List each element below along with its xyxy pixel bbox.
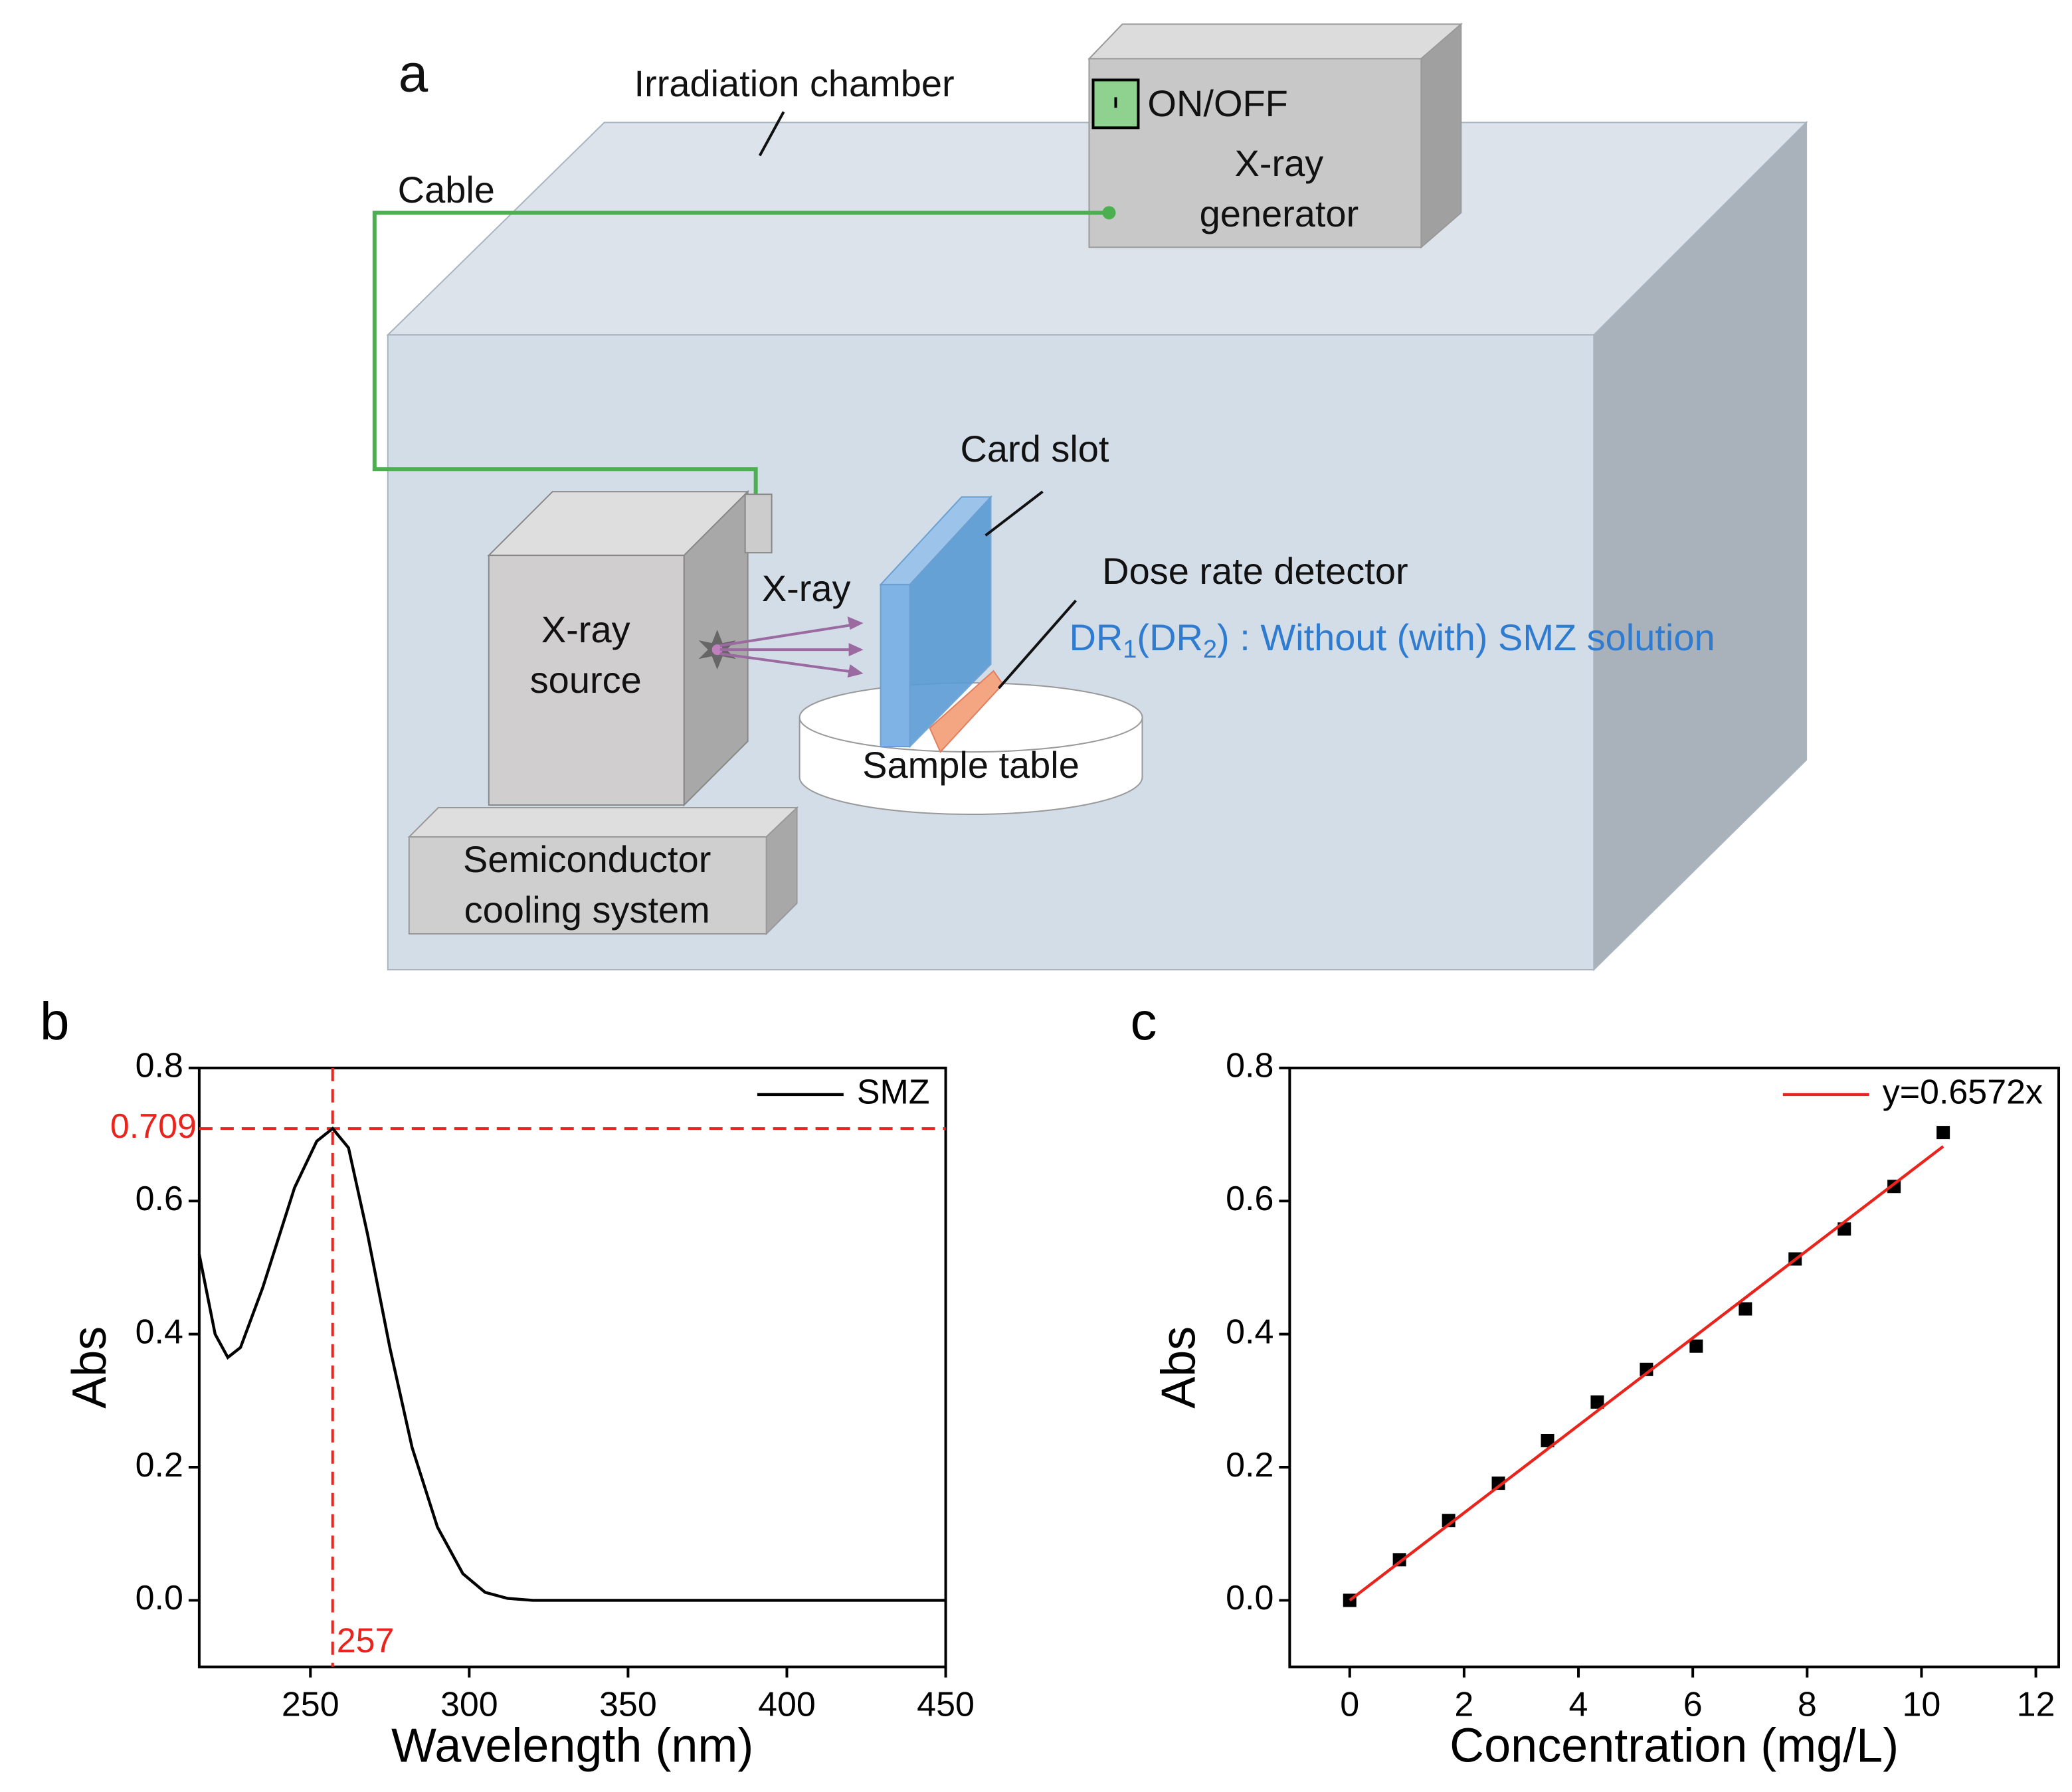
pointers bbox=[758, 111, 1077, 689]
text: DR bbox=[1069, 616, 1123, 658]
panel-label: c bbox=[1130, 992, 1157, 1051]
label: ON/OFF bbox=[1147, 82, 1287, 124]
x-tick-label: 6 bbox=[1683, 1685, 1703, 1724]
label: generator bbox=[1200, 193, 1359, 234]
plot-frame bbox=[197, 1066, 947, 1668]
data-point bbox=[1491, 1477, 1505, 1490]
data-point bbox=[1590, 1395, 1604, 1409]
x-tick-label: 10 bbox=[1903, 1685, 1941, 1724]
label: Cable bbox=[398, 169, 495, 211]
legend-label: y=0.6572x bbox=[1883, 1073, 2043, 1112]
y-tick-label: 0.0 bbox=[136, 1579, 183, 1617]
ref-label: 257 bbox=[337, 1621, 395, 1660]
x-tick-label: 350 bbox=[599, 1685, 657, 1724]
cable-end bbox=[1102, 206, 1116, 220]
x-tick-label: 2 bbox=[1454, 1685, 1473, 1724]
y-tick-label: 0.2 bbox=[136, 1446, 183, 1484]
generator-top bbox=[1087, 23, 1463, 60]
label: Semiconductor bbox=[463, 838, 711, 880]
generator-front bbox=[1088, 58, 1422, 248]
data-point bbox=[1739, 1302, 1752, 1316]
x-axis-title: Concentration (mg/L) bbox=[1450, 1720, 1899, 1773]
panel-label: a bbox=[399, 44, 428, 103]
x-tick-label: 4 bbox=[1569, 1685, 1588, 1724]
legend-label: SMZ bbox=[857, 1073, 930, 1112]
y-tick-label: 0.6 bbox=[1226, 1180, 1273, 1218]
y-tick-label: 0.4 bbox=[136, 1312, 183, 1351]
label: X-ray bbox=[541, 608, 630, 650]
source-front bbox=[488, 555, 685, 806]
data-point bbox=[1936, 1126, 1950, 1140]
label: DR1(DR2) : Without (with) SMZ solution bbox=[1069, 616, 1715, 664]
label: Card slot bbox=[961, 428, 1109, 470]
cable bbox=[372, 211, 1109, 495]
y-axis-title: Abs bbox=[63, 1326, 116, 1409]
subscript: 1 bbox=[1123, 636, 1137, 664]
subscript: 2 bbox=[1203, 636, 1217, 664]
y-tick-label: 0.8 bbox=[136, 1047, 183, 1085]
x-tick-label: 250 bbox=[282, 1685, 339, 1724]
data-point bbox=[1640, 1362, 1653, 1376]
panel-label: b bbox=[40, 992, 69, 1051]
label: X-ray bbox=[1235, 142, 1324, 184]
label: cooling system bbox=[464, 889, 710, 931]
x-axis-title: Wavelength (nm) bbox=[391, 1720, 753, 1773]
label: Irradiation chamber bbox=[634, 62, 955, 104]
cooling-top bbox=[407, 807, 799, 838]
label: X-ray bbox=[762, 567, 851, 609]
xray-arrowheads bbox=[847, 616, 864, 678]
label: Sample table bbox=[862, 744, 1080, 786]
generator-side bbox=[1420, 23, 1462, 249]
data-line bbox=[197, 1126, 946, 1602]
y-tick-label: 0.6 bbox=[136, 1180, 183, 1218]
x-tick-label: 12 bbox=[2017, 1685, 2055, 1724]
text: ) : Without (with) SMZ solution bbox=[1217, 616, 1715, 658]
y-tick-label: 0.2 bbox=[1226, 1446, 1273, 1484]
x-tick-label: 8 bbox=[1798, 1685, 1817, 1724]
label: source bbox=[530, 659, 642, 701]
x-tick-label: 0 bbox=[1340, 1685, 1359, 1724]
card-front bbox=[880, 584, 911, 748]
y-axis-title: Abs bbox=[1152, 1326, 1205, 1409]
data-point bbox=[1689, 1339, 1703, 1353]
data-line bbox=[1349, 1145, 1944, 1602]
y-tick-label: 0.0 bbox=[1226, 1579, 1273, 1617]
y-tick-label: 0.8 bbox=[1226, 1047, 1273, 1085]
y-tick-label: 0.4 bbox=[1226, 1312, 1273, 1351]
cooling-front bbox=[408, 836, 767, 935]
x-tick-label: 300 bbox=[440, 1685, 498, 1724]
ref-label: 0.709 bbox=[110, 1107, 197, 1146]
xray-beams bbox=[719, 623, 856, 674]
connector bbox=[744, 493, 773, 554]
x-tick-label: 400 bbox=[758, 1685, 816, 1724]
plot-frame bbox=[1288, 1066, 2061, 1668]
data-point bbox=[1541, 1433, 1554, 1447]
text: (DR bbox=[1137, 616, 1202, 658]
x-tick-label: 450 bbox=[917, 1685, 975, 1724]
xray-focus bbox=[711, 644, 723, 656]
label: Dose rate detector bbox=[1102, 550, 1408, 592]
